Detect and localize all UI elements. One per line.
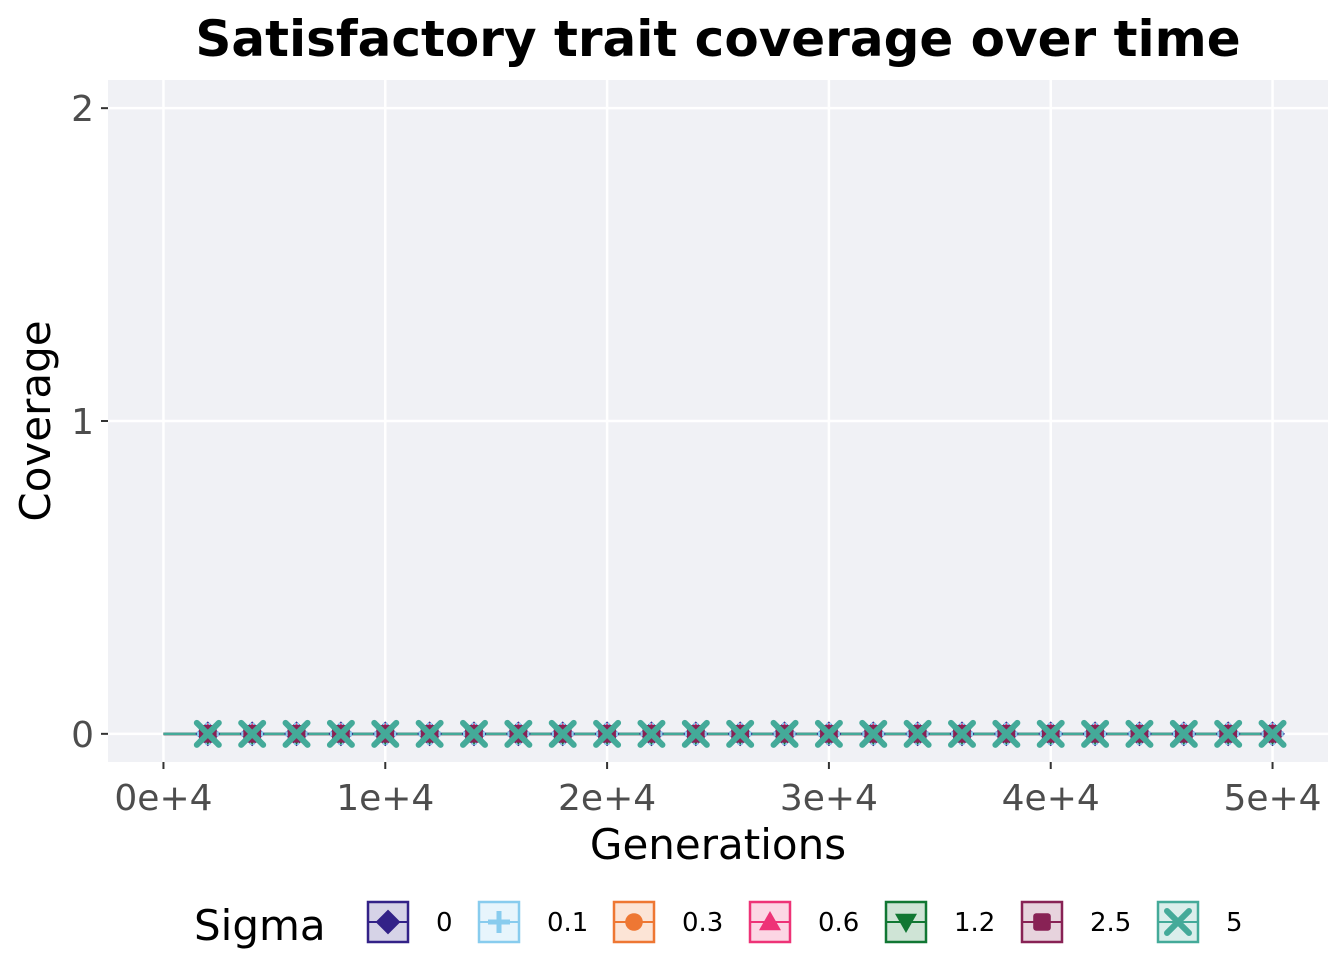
legend-key-marker-0.3 (625, 913, 643, 931)
y-tick-label-2: 2 (71, 89, 94, 130)
x-tick-label-1: 1e+4 (336, 778, 434, 819)
point-5-17 (948, 719, 976, 748)
legend-label-0.6: 0.6 (818, 908, 859, 938)
x-axis-title: Generations (590, 820, 846, 869)
y-tick-label-1: 1 (71, 402, 94, 443)
point-5-15 (859, 719, 888, 748)
legend-item-0.6: 0.6 (748, 900, 859, 944)
legend-item-0.1: 0.1 (477, 900, 588, 944)
legend-label-0.1: 0.1 (547, 908, 588, 938)
point-5-10 (637, 719, 666, 748)
point-5-2 (282, 719, 311, 748)
x-tick-label-4: 4e+4 (1002, 778, 1100, 819)
legend-label-2.5: 2.5 (1090, 908, 1131, 938)
point-5-19 (1036, 719, 1065, 748)
y-tick-label-0: 0 (71, 715, 94, 756)
legend-key-marker-0.6 (759, 911, 781, 931)
x-tick-label-3: 3e+4 (780, 778, 878, 819)
legend-label-0: 0 (436, 908, 453, 938)
point-5-4 (371, 719, 400, 748)
chart-title: Satisfactory trait coverage over time (195, 10, 1240, 68)
x-tick-label-5: 5e+4 (1223, 778, 1321, 819)
legend-key-marker-1.2 (895, 913, 917, 933)
legend-key-marker-5 (1164, 908, 1192, 936)
point-5-16 (903, 719, 932, 748)
point-5-11 (681, 719, 710, 748)
y-axis-title: Coverage (11, 320, 60, 521)
legend-label-5: 5 (1226, 908, 1243, 938)
point-5-24 (1258, 719, 1287, 748)
legend-key-marker-2.5 (1033, 913, 1051, 931)
point-5-22 (1169, 719, 1198, 748)
legend-item-0: 0 (366, 900, 453, 944)
point-5-7 (504, 719, 533, 748)
legend-key-marker-0.1 (488, 911, 510, 933)
point-5-6 (460, 719, 488, 748)
x-tick-label-0: 0e+4 (114, 778, 212, 819)
point-5-23 (1214, 719, 1243, 748)
point-5-8 (548, 719, 577, 748)
axes: 0e+4 1e+4 2e+4 3e+4 4e+4 5e+4 0 1 2 (71, 89, 1322, 819)
x-tick-label-2: 2e+4 (558, 778, 656, 819)
point-5-9 (593, 719, 622, 748)
data-markers (193, 719, 1287, 748)
point-5-12 (726, 719, 755, 748)
point-5-3 (326, 719, 355, 748)
point-5-18 (992, 719, 1021, 748)
point-5-14 (814, 719, 843, 748)
point-5-5 (415, 719, 444, 748)
point-5-1 (238, 719, 267, 748)
legend-title: Sigma (194, 901, 326, 950)
legend-label-1.2: 1.2 (954, 908, 995, 938)
legend-key-marker-0 (375, 909, 401, 935)
legend-item-0.3: 0.3 (612, 900, 723, 944)
point-5-0 (193, 719, 222, 748)
point-5-13 (770, 719, 799, 748)
point-5-20 (1081, 719, 1110, 748)
legend-label-0.3: 0.3 (682, 908, 723, 938)
legend-item-2.5: 2.5 (1020, 900, 1131, 944)
legend-item-1.2: 1.2 (884, 900, 995, 944)
legend-item-5: 5 (1156, 900, 1243, 944)
legend: Sigma 0 0.1 0.3 0.6 1.2 2.5 5 (194, 900, 1243, 950)
point-5-21 (1125, 719, 1154, 748)
